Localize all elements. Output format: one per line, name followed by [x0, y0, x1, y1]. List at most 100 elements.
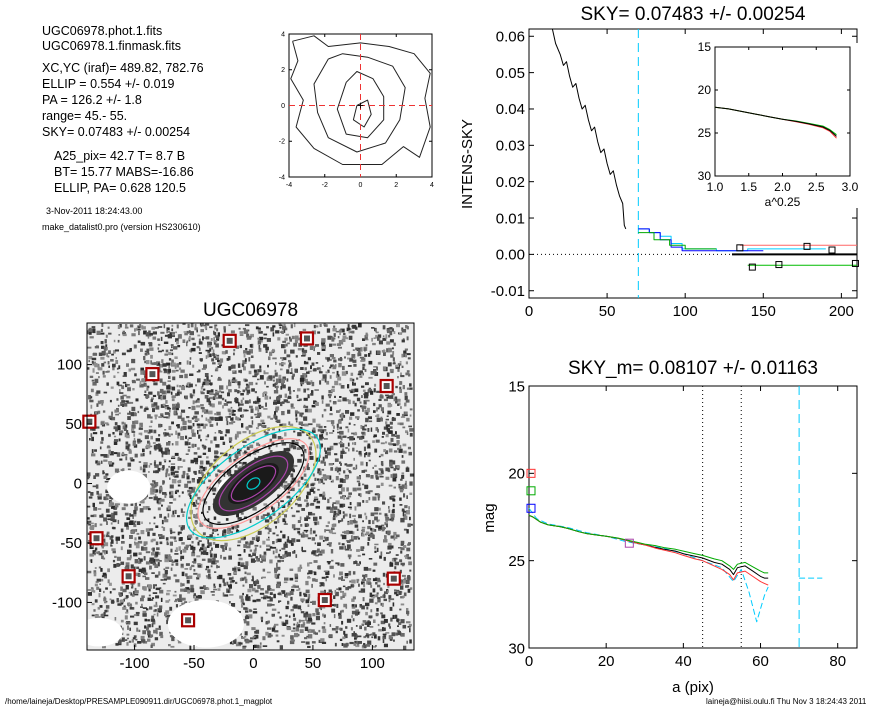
- galaxy-noise-speck: [386, 329, 390, 334]
- galaxy-noise-speck: [306, 515, 310, 518]
- galaxy-noise-speck: [385, 421, 388, 425]
- galaxy-noise-speck: [110, 535, 114, 538]
- galaxy-noise-speck: [105, 334, 108, 338]
- galaxy-noise-speck: [238, 407, 243, 412]
- galaxy-noise-speck: [255, 416, 260, 418]
- galaxy-noise-speck: [162, 395, 167, 400]
- galaxy-noise-speck: [174, 363, 177, 368]
- galaxy-noise-speck: [348, 470, 351, 473]
- galaxy-noise-speck: [143, 569, 147, 574]
- galaxy-noise-speck: [198, 434, 201, 439]
- galaxy-noise-speck: [292, 487, 295, 492]
- info-filename: UGC06978.phot.1.fits: [42, 24, 163, 38]
- galaxy-noise-speck: [94, 547, 98, 551]
- galaxy-noise-speck: [310, 436, 314, 439]
- galaxy-noise-speck: [241, 637, 245, 639]
- galaxy-noise-speck: [220, 452, 223, 455]
- galaxy-noise-speck: [176, 405, 179, 411]
- galaxy-noise-speck: [170, 548, 173, 553]
- galaxy-noise-speck: [356, 377, 359, 380]
- galaxy-noise-speck: [290, 403, 294, 408]
- galaxy-noise-speck: [302, 352, 307, 356]
- galaxy-noise-speck: [294, 465, 298, 467]
- galaxy-noise-speck: [164, 353, 168, 356]
- galaxy-noise-speck: [156, 612, 159, 617]
- galaxy-noise-speck: [100, 430, 103, 435]
- galaxy-noise-speck: [338, 363, 342, 368]
- galaxy-noise-speck: [321, 549, 325, 554]
- galaxy-title: UGC06978: [203, 300, 298, 321]
- galaxy-noise-speck: [264, 433, 268, 436]
- galaxy-noise-speck: [96, 578, 102, 582]
- galaxy-noise-speck: [161, 451, 166, 455]
- galaxy-noise-speck: [157, 445, 162, 450]
- galaxy-noise-speck: [383, 593, 386, 599]
- galaxy-noise-speck: [377, 623, 380, 627]
- galaxy-noise-speck: [359, 493, 362, 498]
- galaxy-noise-speck: [275, 330, 280, 334]
- galaxy-noise-speck: [325, 356, 327, 360]
- galaxy-noise-speck: [361, 431, 365, 435]
- galaxy-noise-speck: [173, 346, 178, 350]
- galaxy-noise-speck: [259, 365, 262, 369]
- galaxy-noise-speck: [210, 338, 213, 341]
- galaxy-noise-speck: [124, 615, 128, 620]
- galaxy-noise-speck: [352, 514, 356, 517]
- galaxy-noise-speck: [210, 565, 213, 568]
- galaxy-noise-speck: [109, 591, 112, 594]
- galaxy-noise-speck: [196, 371, 200, 373]
- galaxy-noise-speck: [115, 503, 120, 506]
- galaxy-noise-speck: [180, 584, 183, 587]
- galaxy-noise-speck: [197, 378, 201, 383]
- galaxy-noise-speck: [139, 558, 143, 562]
- galaxy-noise-speck: [127, 416, 131, 420]
- galaxy-noise-speck: [91, 436, 94, 442]
- galaxy-noise-speck: [409, 473, 414, 477]
- galaxy-noise-speck: [192, 549, 195, 554]
- galaxy-noise-speck: [137, 641, 142, 644]
- galaxy-noise-speck: [365, 344, 368, 347]
- galaxy-noise-speck: [308, 593, 311, 598]
- galaxy-noise-speck: [372, 588, 376, 593]
- galaxy-noise-speck: [187, 590, 190, 594]
- galaxy-noise-speck: [360, 360, 365, 362]
- galaxy-noise-speck: [271, 546, 277, 549]
- galaxy-noise-speck: [111, 505, 115, 509]
- galaxy-noise-speck: [245, 387, 248, 391]
- mag-profile-title: SKY_m= 0.08107 +/- 0.01163: [568, 358, 818, 379]
- galaxy-noise-speck: [170, 471, 175, 476]
- galaxy-noise-speck: [165, 614, 170, 618]
- galaxy-noise-speck: [406, 370, 410, 373]
- galaxy-noise-speck: [171, 443, 174, 446]
- galaxy-noise-speck: [347, 428, 350, 433]
- galaxy-noise-speck: [107, 568, 110, 573]
- galaxy-noise-speck: [228, 555, 232, 560]
- galaxy-noise-speck: [155, 587, 160, 591]
- galaxy-noise-speck: [276, 419, 281, 423]
- galaxy-noise-speck: [301, 445, 305, 449]
- galaxy-noise-speck: [401, 455, 404, 458]
- galaxy-noise-speck: [303, 377, 306, 381]
- galaxy-noise-speck: [157, 507, 161, 511]
- galaxy-noise-speck: [88, 360, 90, 363]
- galaxy-noise-speck: [142, 630, 146, 635]
- galaxy-noise-speck: [122, 375, 127, 377]
- galaxy-noise-speck: [306, 491, 311, 496]
- galaxy-noise-speck: [248, 640, 253, 643]
- galaxy-noise-speck: [103, 391, 108, 394]
- galaxy-noise-speck: [137, 438, 141, 443]
- galaxy-noise-speck: [335, 562, 340, 565]
- galaxy-noise-speck: [255, 326, 259, 330]
- galaxy-noise-speck: [253, 369, 257, 373]
- galaxy-noise-speck: [114, 439, 119, 442]
- galaxy-noise-speck: [329, 406, 333, 411]
- galaxy-noise-speck: [164, 412, 169, 415]
- galaxy-noise-speck: [158, 461, 162, 466]
- galaxy-noise-speck: [215, 562, 217, 565]
- galaxy-noise-speck: [380, 551, 383, 556]
- galaxy-noise-speck: [351, 615, 353, 618]
- galaxy-noise-speck: [205, 381, 209, 386]
- galaxy-noise-speck: [261, 619, 263, 623]
- galaxy-noise-speck: [335, 626, 339, 630]
- galaxy-noise-speck: [160, 404, 165, 408]
